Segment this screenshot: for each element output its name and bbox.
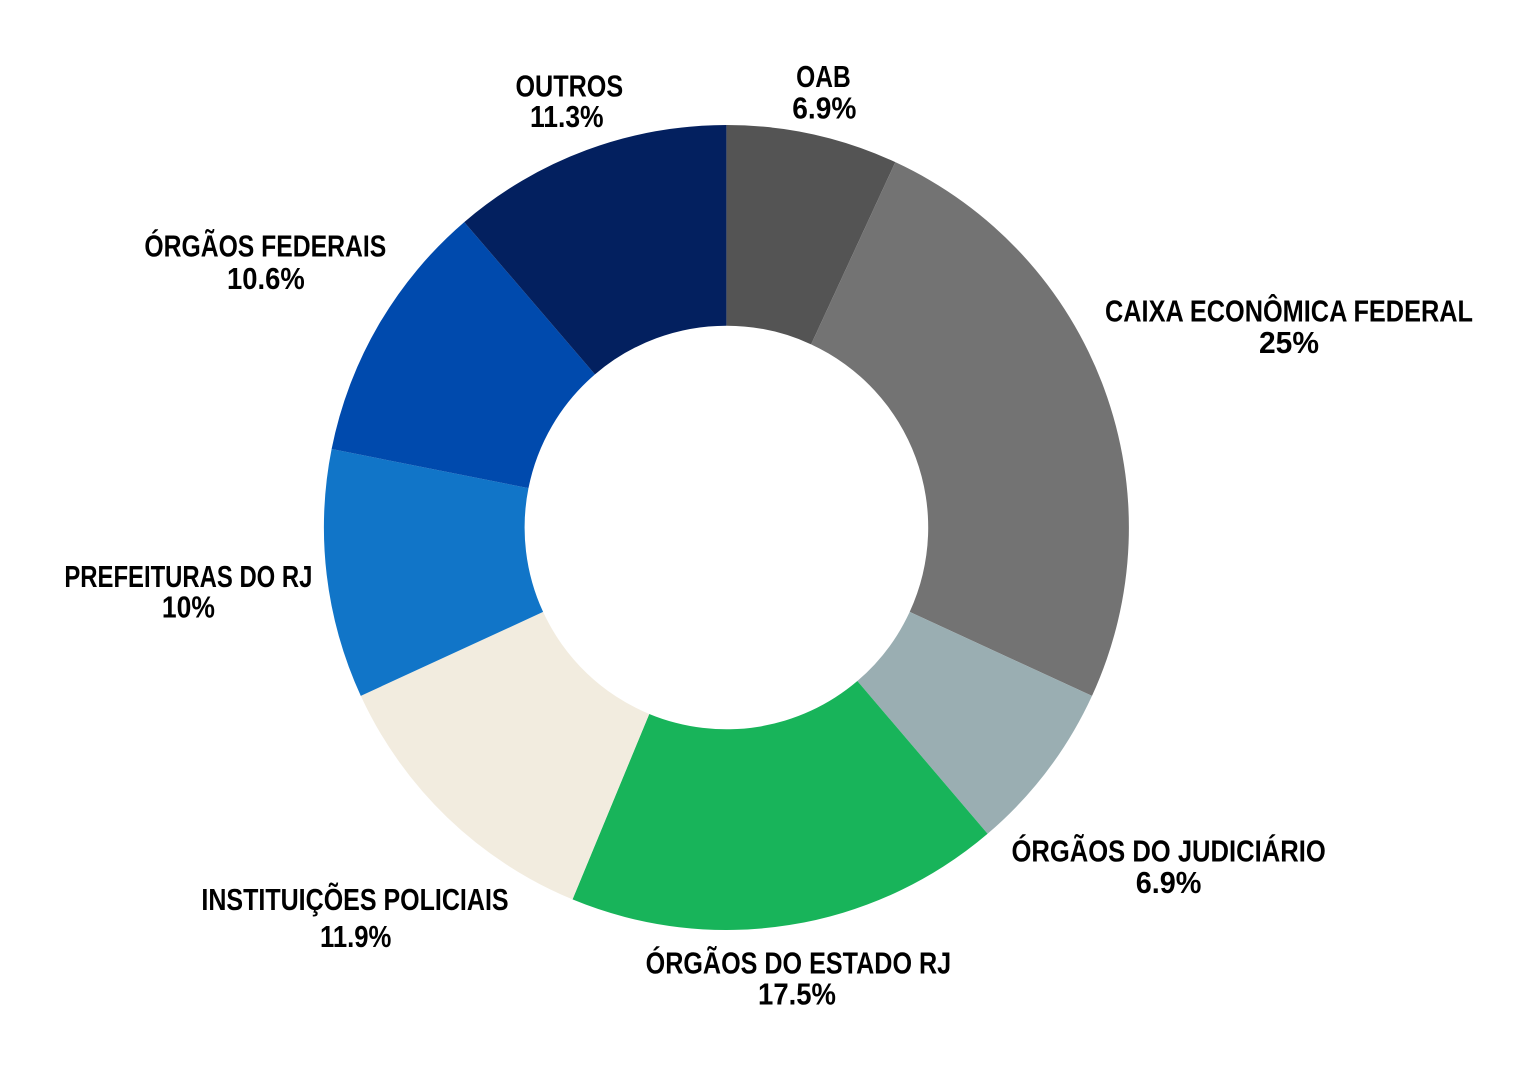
svg-text:INSTITUIÇÕES POLICIAIS: INSTITUIÇÕES POLICIAIS: [201, 881, 508, 917]
svg-text:6.9%: 6.9%: [1136, 865, 1202, 900]
svg-text:PREFEITURAS DO RJ: PREFEITURAS DO RJ: [64, 559, 312, 594]
svg-text:10.6%: 10.6%: [227, 261, 305, 296]
svg-text:11.3%: 11.3%: [530, 99, 604, 134]
svg-text:11.9%: 11.9%: [320, 919, 391, 954]
svg-text:17.5%: 17.5%: [758, 977, 836, 1012]
svg-text:6.9%: 6.9%: [792, 90, 856, 125]
svg-text:OAB: OAB: [796, 59, 851, 94]
svg-text:ÓRGÃOS DO ESTADO RJ: ÓRGÃOS DO ESTADO RJ: [646, 945, 952, 981]
svg-text:ÓRGÃOS FEDERAIS: ÓRGÃOS FEDERAIS: [144, 228, 386, 264]
svg-text:10%: 10%: [162, 590, 215, 625]
svg-text:OUTROS: OUTROS: [515, 68, 623, 103]
svg-text:ÓRGÃOS DO JUDICIÁRIO: ÓRGÃOS DO JUDICIÁRIO: [1011, 832, 1325, 868]
svg-text:25%: 25%: [1259, 325, 1319, 360]
svg-text:CAIXA ECONÔMICA FEDERAL: CAIXA ECONÔMICA FEDERAL: [1105, 292, 1473, 328]
